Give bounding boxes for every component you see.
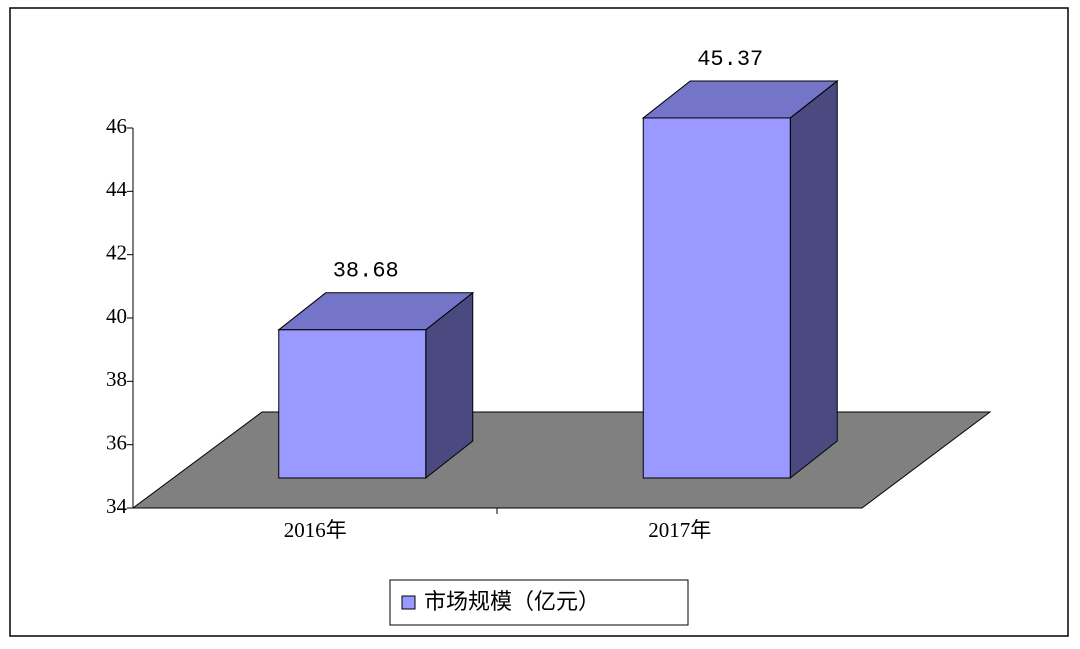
x-tick-label: 2017年 [648,518,711,542]
y-tick-label: 44 [106,177,128,201]
chart-border [9,7,1069,637]
y-tick-label: 34 [106,494,128,518]
y-tick-label: 46 [106,114,127,138]
legend-swatch [401,595,416,610]
y-tick-label: 38 [106,367,127,391]
bar [278,329,427,479]
x-tick-label: 2016年 [284,518,347,542]
value-label: 38.68 [333,259,399,284]
legend-label: 市场规模（亿元） [424,590,600,615]
y-tick-label: 40 [106,304,127,328]
bar-side [789,79,838,480]
value-label: 45.37 [697,47,763,72]
y-tick-label: 36 [106,430,127,454]
bar [642,117,791,479]
legend: 市场规模（亿元） [389,579,689,626]
y-tick-label: 42 [106,240,127,264]
floor [131,411,992,509]
legend-box [389,579,689,626]
